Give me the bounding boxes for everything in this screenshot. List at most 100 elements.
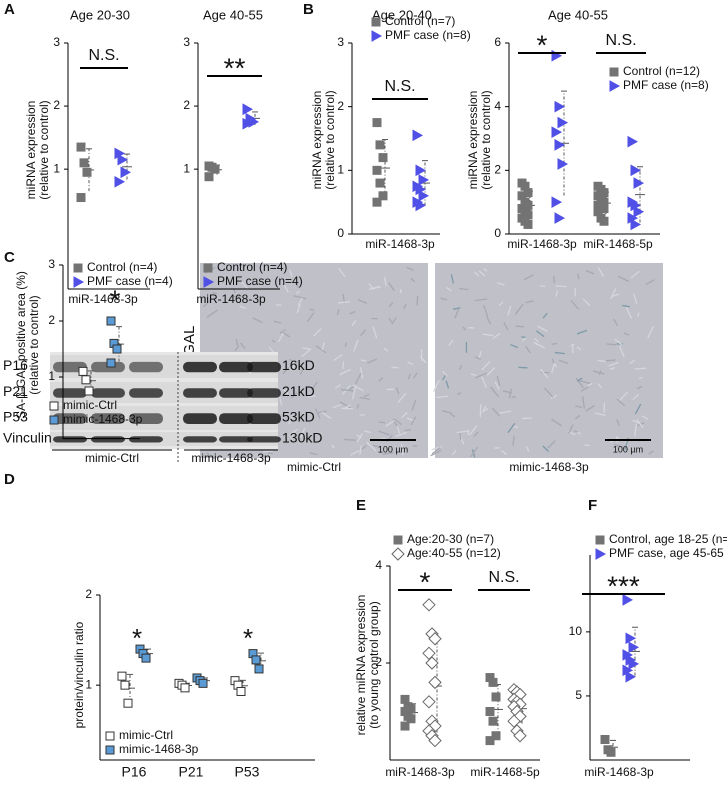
cell bbox=[446, 286, 452, 292]
cell bbox=[233, 288, 236, 294]
cell bbox=[378, 421, 386, 424]
cell bbox=[597, 382, 603, 389]
cell bbox=[553, 363, 558, 368]
cell bbox=[339, 368, 352, 376]
cell bbox=[206, 309, 218, 318]
cell bbox=[385, 419, 396, 427]
legend-marker bbox=[73, 276, 85, 288]
point bbox=[554, 212, 566, 224]
y-axis-label: protein/vinculin ratio bbox=[72, 621, 86, 728]
cell bbox=[290, 392, 298, 399]
band bbox=[247, 361, 281, 373]
cell bbox=[636, 385, 643, 390]
cell bbox=[391, 317, 397, 325]
cell bbox=[288, 414, 294, 425]
band bbox=[183, 361, 217, 373]
cell bbox=[203, 298, 212, 308]
cell bbox=[451, 449, 457, 456]
point bbox=[81, 375, 91, 385]
significance-label: N.S. bbox=[88, 47, 119, 64]
point bbox=[622, 593, 634, 606]
cell bbox=[478, 270, 486, 277]
protein-label: P16 bbox=[3, 357, 28, 373]
cell bbox=[498, 301, 504, 307]
size-label: 16kD bbox=[282, 357, 315, 373]
cell bbox=[499, 410, 512, 414]
cell bbox=[494, 381, 500, 390]
cell bbox=[478, 350, 482, 359]
cell bbox=[363, 393, 370, 398]
cell bbox=[356, 403, 360, 410]
y-axis-label: (relative to control) bbox=[37, 100, 51, 199]
cell bbox=[551, 358, 555, 364]
protein-label: P21 bbox=[3, 383, 28, 399]
cell bbox=[630, 270, 640, 279]
cell bbox=[431, 447, 441, 455]
cell bbox=[483, 407, 489, 412]
cell bbox=[359, 367, 364, 379]
cell bbox=[632, 419, 641, 425]
cell bbox=[406, 266, 414, 271]
cell bbox=[383, 276, 387, 286]
point bbox=[523, 219, 533, 229]
cell bbox=[275, 304, 282, 306]
y-axis-label: relative miRNA expression bbox=[354, 595, 368, 736]
cell bbox=[507, 422, 516, 434]
size-label: 53kD bbox=[282, 409, 315, 425]
y-axis-label: (relative to control) bbox=[479, 90, 493, 189]
legend-marker bbox=[609, 80, 621, 92]
point bbox=[372, 165, 382, 175]
legend-marker bbox=[371, 17, 381, 27]
cell bbox=[239, 305, 247, 310]
point bbox=[557, 158, 569, 170]
cell bbox=[618, 345, 625, 358]
cell bbox=[234, 345, 240, 352]
cell bbox=[576, 377, 583, 382]
panel-label: A bbox=[4, 1, 15, 18]
cell bbox=[555, 285, 567, 288]
cell bbox=[341, 407, 353, 410]
significance-label: N.S. bbox=[605, 32, 636, 49]
cell bbox=[297, 297, 303, 306]
band bbox=[129, 436, 163, 443]
cell bbox=[511, 395, 516, 399]
band bbox=[91, 436, 125, 443]
cell bbox=[354, 372, 362, 385]
cell bbox=[321, 342, 325, 351]
cell bbox=[295, 290, 301, 294]
point bbox=[112, 344, 122, 354]
cell bbox=[313, 328, 322, 337]
cell bbox=[442, 410, 452, 414]
cell bbox=[336, 308, 340, 316]
cell bbox=[585, 269, 595, 275]
cell bbox=[486, 367, 496, 376]
cell bbox=[483, 268, 488, 272]
cell bbox=[617, 275, 630, 282]
cell bbox=[645, 279, 655, 286]
image-label: mimic-Ctrl bbox=[287, 460, 341, 474]
cell bbox=[343, 404, 351, 410]
cell bbox=[551, 362, 556, 373]
cell bbox=[606, 343, 616, 346]
band bbox=[91, 413, 125, 424]
microscopy: 100 µm 100 µm bbox=[200, 263, 663, 460]
cell bbox=[431, 445, 443, 451]
legend-marker bbox=[203, 276, 215, 288]
band bbox=[53, 436, 87, 443]
cell bbox=[510, 344, 519, 349]
point bbox=[488, 716, 498, 726]
cell bbox=[302, 347, 312, 350]
cell bbox=[442, 370, 448, 377]
cell bbox=[581, 396, 586, 409]
point bbox=[554, 139, 566, 151]
panel-label: E bbox=[356, 497, 366, 514]
point bbox=[375, 140, 385, 150]
cell bbox=[576, 329, 588, 335]
point bbox=[106, 316, 116, 326]
y-tick-label: 2 bbox=[375, 655, 382, 669]
cell bbox=[334, 384, 341, 389]
legend-label: PMF case, age 45-65 (n=8) bbox=[609, 546, 727, 560]
cell bbox=[410, 416, 417, 426]
cell bbox=[338, 301, 351, 304]
legend-marker bbox=[49, 401, 59, 411]
